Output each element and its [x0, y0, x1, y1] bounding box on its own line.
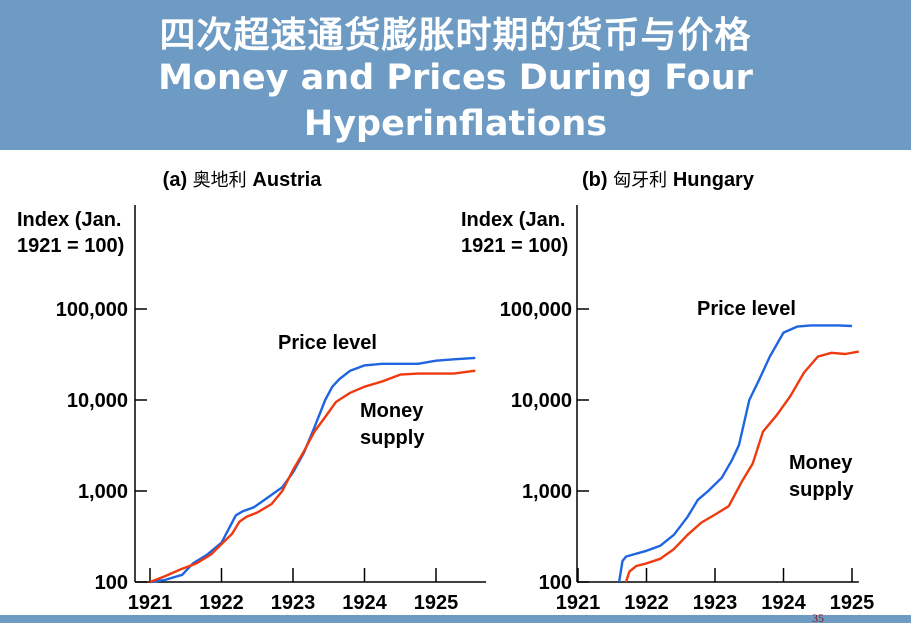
x-tick-label: 1923	[271, 592, 316, 614]
x-tick-label: 1922	[199, 592, 244, 614]
title-english-line2: Hyperinflations	[303, 104, 608, 144]
y-tick-label: 100,000	[56, 299, 128, 321]
series-label-money-supply: supply	[360, 427, 425, 449]
title-chinese: 四次超速通货膨胀时期的货币与价格	[159, 15, 752, 56]
series-label-price-level: Price level	[278, 332, 377, 354]
x-tick-label: 1924	[342, 592, 387, 614]
money-supply-line	[149, 369, 476, 584]
series-label-price-level: Price level	[697, 298, 796, 320]
panel-title: (b) 匈牙利 Hungary	[582, 169, 755, 191]
y-axis-label: Index (Jan.	[461, 209, 565, 231]
x-tick-label: 1923	[693, 592, 738, 614]
y-tick-label: 1,000	[522, 481, 572, 503]
panel-title: (a) 奥地利 Austria	[163, 169, 323, 191]
y-axis-label: Index (Jan.	[17, 209, 121, 231]
price-level-line	[149, 356, 476, 584]
x-tick-label: 1924	[761, 592, 806, 614]
chart-panel-austria: (a) 奥地利 Austria Index (Jan. 1921 = 100) 100…	[17, 169, 487, 614]
x-tick-label: 1925	[830, 592, 875, 614]
title-banner: 四次超速通货膨胀时期的货币与价格 Money and Prices During…	[0, 0, 911, 150]
y-tick-label: 100	[95, 572, 128, 594]
panel-label: (a)	[163, 169, 193, 191]
footer-bar	[0, 615, 911, 623]
y-axis-label: 1921 = 100)	[461, 235, 568, 257]
x-tick-label: 1922	[624, 592, 669, 614]
y-axis-label: 1921 = 100)	[17, 235, 124, 257]
price-level-line	[617, 324, 853, 583]
series-label-money-supply: Money	[789, 452, 853, 474]
page-number: 35	[812, 611, 824, 625]
y-tick-label: 1,000	[78, 481, 128, 503]
series-label-money-supply: Money	[360, 400, 424, 422]
panel-name-en: Hungary	[673, 169, 755, 191]
chart-panel-hungary: (b) 匈牙利 Hungary Index (Jan. 1921 = 100) 100…	[461, 169, 874, 614]
x-tick-label: 1921	[556, 592, 601, 614]
panel-name-en: Austria	[252, 169, 322, 191]
y-tick-label: 100	[539, 572, 572, 594]
x-tick-label: 1925	[414, 592, 459, 614]
title-english-line1: Money and Prices During Four	[158, 58, 753, 98]
y-tick-label: 10,000	[67, 390, 128, 412]
y-tick-label: 100,000	[500, 299, 572, 321]
panel-name-cn: 匈牙利	[613, 170, 673, 191]
x-tick-label: 1921	[128, 592, 173, 614]
money-supply-line	[624, 350, 860, 583]
panel-name-cn: 奥地利	[193, 170, 253, 191]
panel-label: (b)	[582, 169, 613, 191]
series-label-money-supply: supply	[789, 479, 854, 501]
y-tick-label: 10,000	[511, 390, 572, 412]
